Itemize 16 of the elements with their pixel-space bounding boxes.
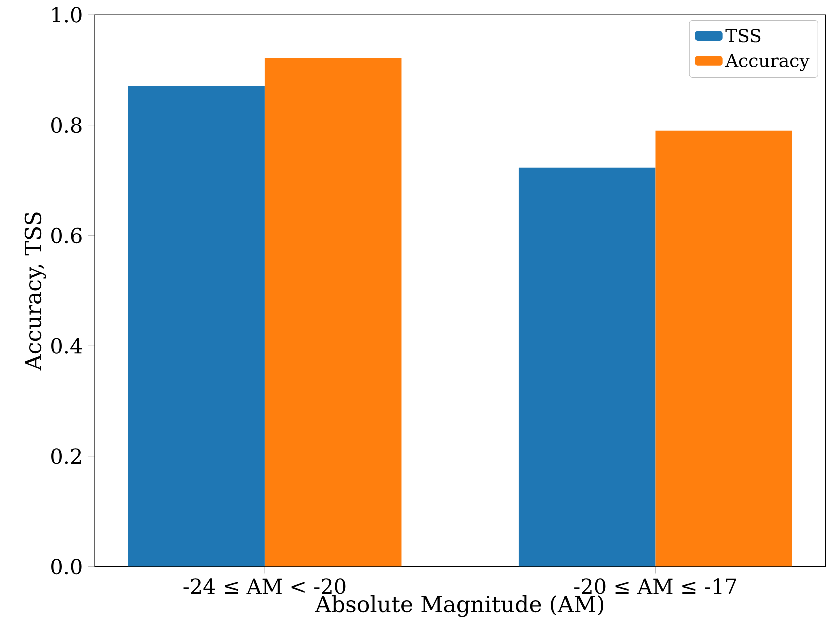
bar	[128, 86, 265, 567]
y-tick-label: 0.8	[52, 118, 82, 134]
y-tick-label: 0.6	[52, 228, 82, 244]
legend-label: Accuracy	[725, 54, 810, 72]
x-tick-label: -20 ≤ AM ≤ -17	[574, 578, 736, 594]
y-tick-label: 1.0	[52, 7, 82, 23]
x-tick-label: -24 ≤ AM < -20	[184, 578, 346, 594]
y-axis-title: Accuracy, TSS	[24, 212, 46, 371]
y-tick-label: 0.0	[52, 559, 82, 575]
bar	[656, 130, 793, 567]
bar	[264, 58, 402, 567]
bar	[518, 168, 656, 567]
y-tick-label: 0.4	[52, 338, 82, 354]
x-axis-title: Absolute Magnitude (AM)	[315, 596, 604, 618]
legend-label: TSS	[726, 29, 761, 43]
y-tick-label: 0.2	[52, 448, 82, 464]
